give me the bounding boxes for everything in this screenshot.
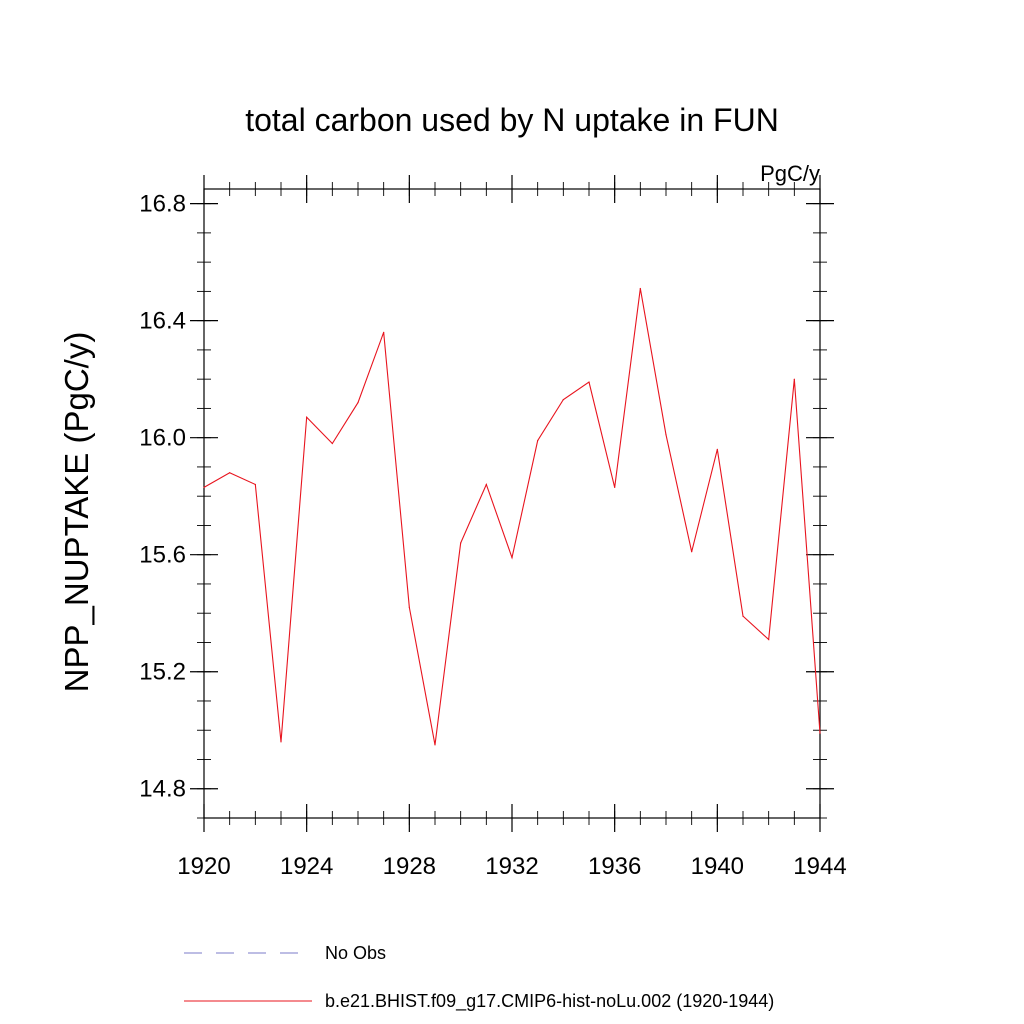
x-tick-label: 1920 xyxy=(177,853,230,880)
y-tick-label: 16.8 xyxy=(139,191,186,218)
data-point xyxy=(665,434,667,436)
data-point xyxy=(254,483,256,486)
data-point xyxy=(537,440,539,442)
data-point xyxy=(203,486,205,489)
data-point xyxy=(562,399,564,401)
units-label: PgC/y xyxy=(760,161,820,186)
data-point xyxy=(768,638,770,641)
x-tick-label: 1932 xyxy=(485,853,538,880)
data-point xyxy=(819,732,821,734)
data-point xyxy=(331,442,333,445)
x-tick-label: 1924 xyxy=(280,853,333,880)
data-point xyxy=(691,551,693,553)
y-tick-label: 15.6 xyxy=(139,542,186,569)
data-point xyxy=(793,378,795,380)
data-point xyxy=(434,744,436,746)
data-point xyxy=(357,401,359,404)
data-point xyxy=(588,381,590,383)
x-tick-label: 1944 xyxy=(793,853,846,880)
data-point xyxy=(383,331,385,333)
plot-frame xyxy=(203,188,821,819)
data-point xyxy=(639,287,641,290)
axis-ticks: 14.8 15.2 15.6 16.0 16.4 16.8 1920 1924 1928 1932… xyxy=(139,175,847,880)
y-tick-label: 14.8 xyxy=(139,776,186,803)
y-tick-label: 15.2 xyxy=(139,659,186,686)
x-tick-label: 1928 xyxy=(383,853,436,880)
legend-label-1: b.e21.BHIST.f09_g17.CMIP6-hist-noLu.002 … xyxy=(325,991,774,1012)
chart-title: total carbon used by N uptake in FUN xyxy=(245,102,779,138)
data-point xyxy=(408,606,410,608)
y-tick-label: 16.4 xyxy=(139,308,186,335)
data-point xyxy=(460,542,462,544)
legend: No Obs b.e21.BHIST.f09_g17.CMIP6-hist-noL… xyxy=(184,943,774,1012)
data-point xyxy=(280,741,282,743)
x-tick-label: 1936 xyxy=(588,853,641,880)
data-point xyxy=(716,448,718,450)
data-point xyxy=(229,472,231,474)
data-point xyxy=(742,615,744,617)
data-point xyxy=(306,416,308,418)
series-layer xyxy=(203,287,821,746)
y-axis-label: NPP_NUPTAKE (PgC/y) xyxy=(58,332,95,693)
data-point xyxy=(485,483,487,486)
legend-label-0: No Obs xyxy=(325,943,386,963)
series-line-0 xyxy=(203,288,821,745)
data-point xyxy=(614,486,616,489)
y-tick-label: 16.0 xyxy=(139,425,186,452)
x-tick-label: 1940 xyxy=(691,853,744,880)
data-point xyxy=(511,557,513,559)
